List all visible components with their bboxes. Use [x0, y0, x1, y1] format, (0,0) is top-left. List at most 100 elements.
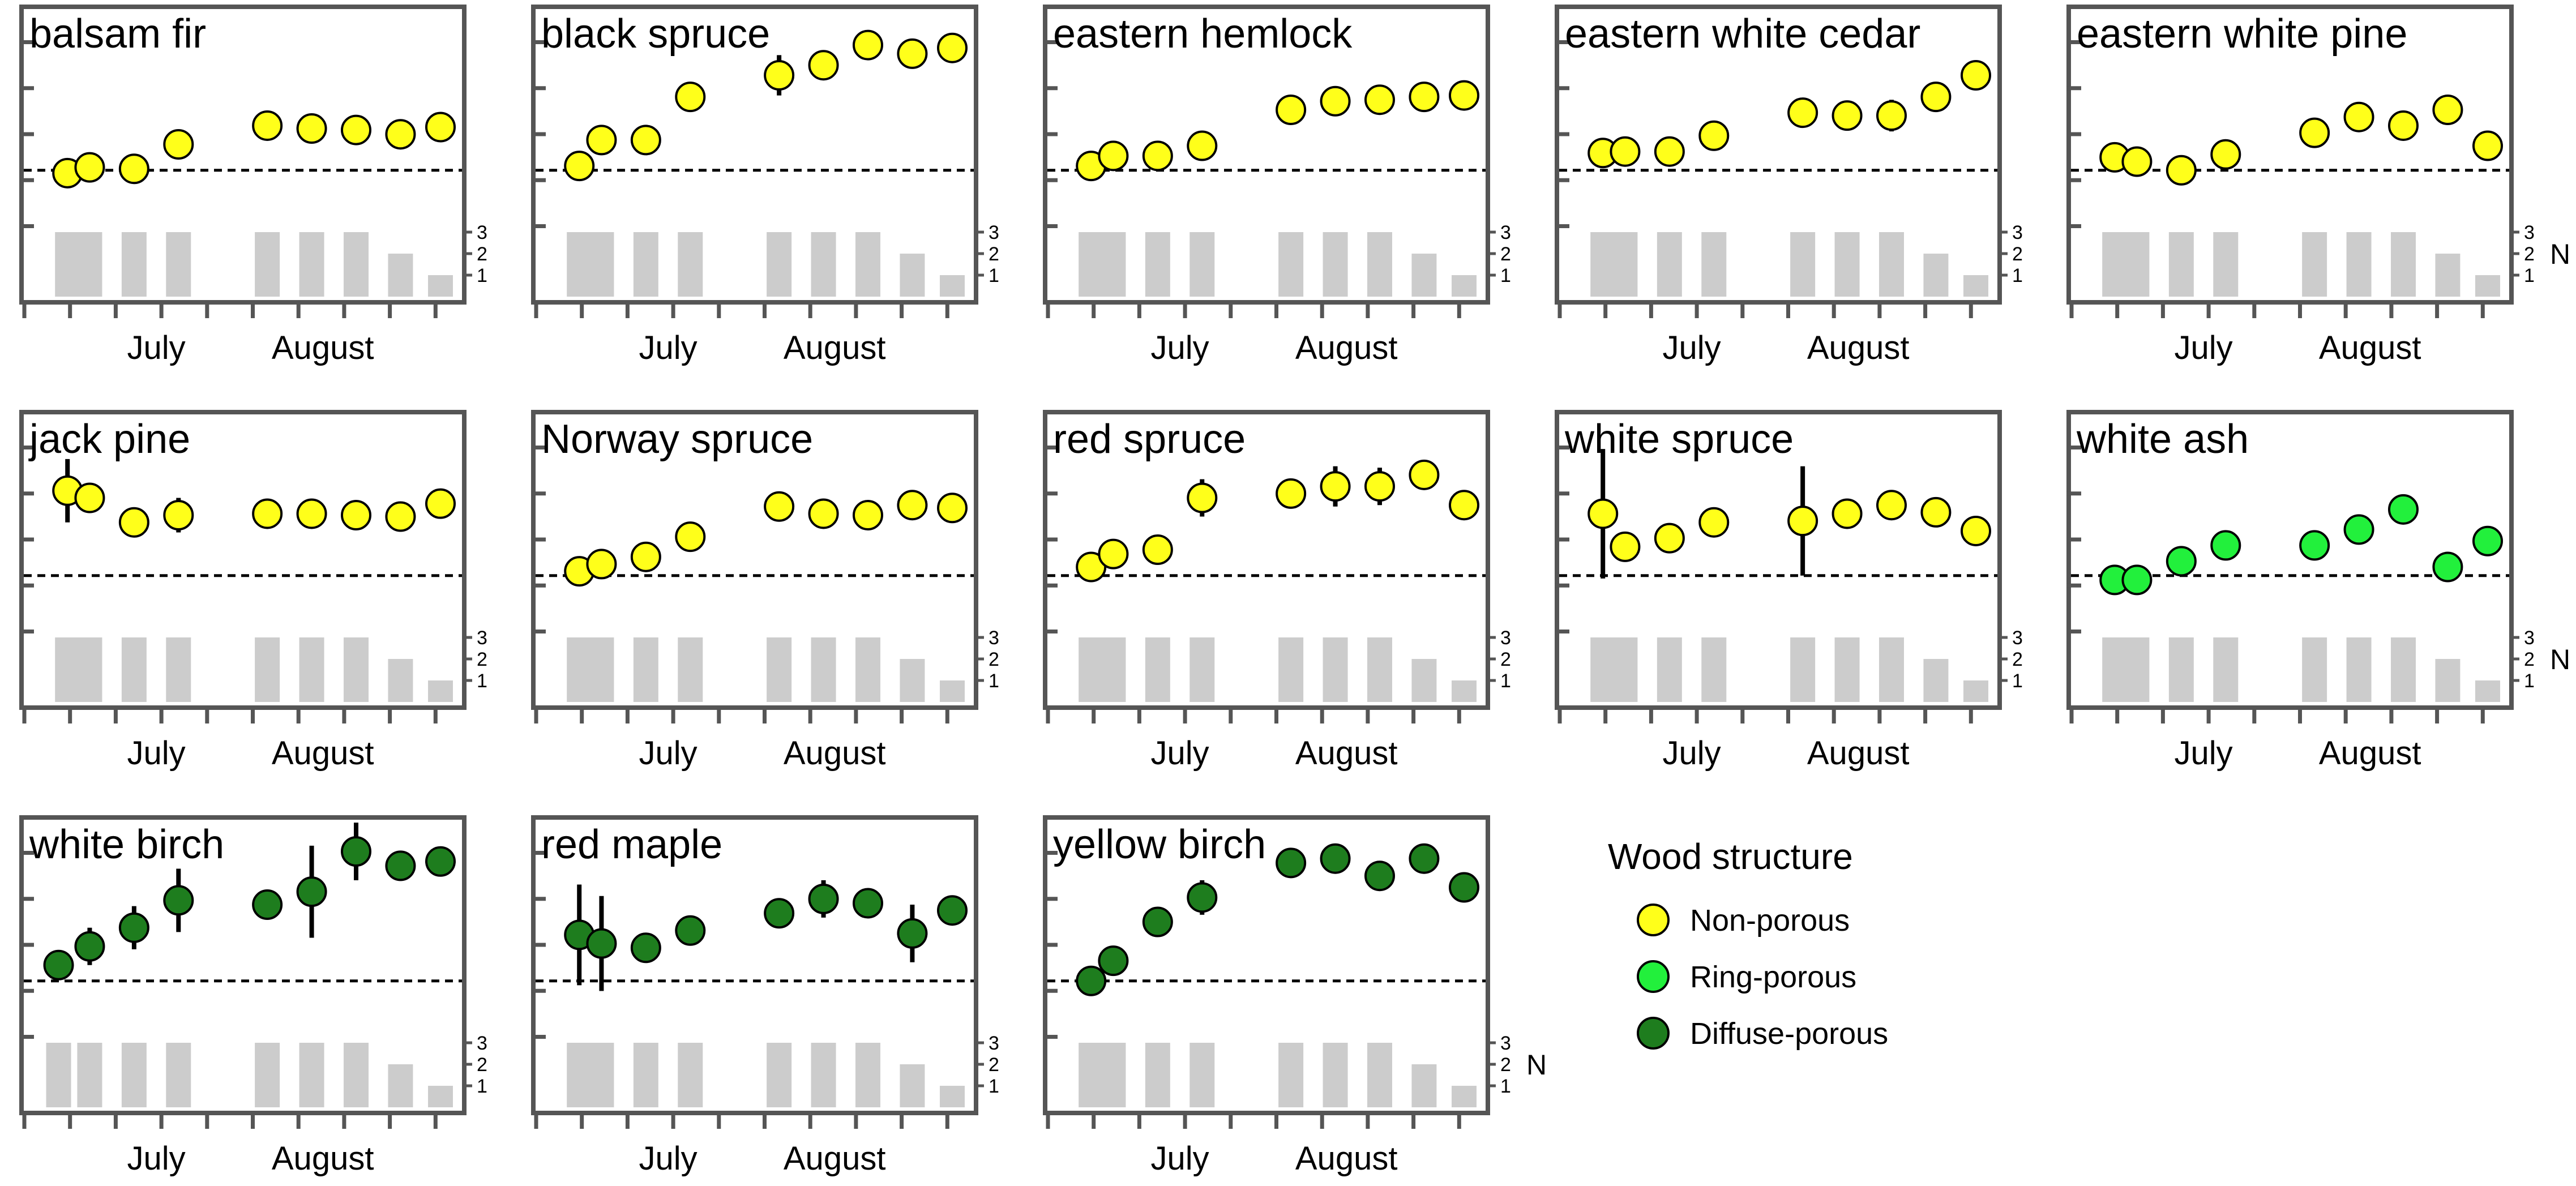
month-label: August [272, 1140, 374, 1177]
data-point [852, 29, 883, 61]
data-point [937, 895, 968, 926]
month-label: July [127, 329, 185, 366]
data-point [675, 82, 706, 113]
n-bar [1367, 1043, 1392, 1107]
n-tick-label: 3 [477, 627, 487, 649]
data-point [1961, 515, 1991, 546]
data-point [74, 152, 105, 183]
data-point [252, 110, 283, 141]
n-bar [255, 1043, 280, 1107]
data-point [808, 883, 839, 914]
data-point [2210, 139, 2241, 170]
month-label: August [1295, 735, 1398, 772]
data-point [1276, 847, 1307, 879]
n-tick-label: 2 [2012, 243, 2023, 265]
data-point [1364, 860, 1395, 892]
n-bar [589, 232, 614, 297]
data-point [764, 491, 795, 522]
n-bar [1079, 1043, 1104, 1107]
n-bar [1278, 232, 1304, 297]
data-point [2432, 95, 2463, 125]
data-point [897, 918, 928, 949]
data-point [74, 931, 105, 962]
n-bar [2102, 637, 2128, 702]
month-label: August [272, 329, 374, 366]
n-tick-label: 1 [477, 265, 487, 286]
data-point [1276, 478, 1307, 509]
n-bar [1323, 1043, 1348, 1107]
panel-title: white spruce [1564, 417, 1794, 462]
n-bar [2390, 232, 2416, 297]
panel-title: Norway spruce [541, 417, 813, 462]
n-tick-label: 1 [2524, 670, 2535, 692]
data-point [2387, 110, 2419, 141]
data-point [74, 482, 105, 513]
month-label: August [784, 1140, 886, 1177]
data-point [2121, 564, 2153, 596]
n-bar [77, 232, 102, 297]
month-label: August [2319, 329, 2421, 366]
n-bar [1452, 1086, 1477, 1107]
n-bar [2390, 637, 2416, 702]
data-point [2121, 146, 2153, 177]
data-point [425, 488, 456, 519]
data-point [1449, 872, 1479, 903]
n-bar [1101, 232, 1126, 297]
n-bar [900, 1064, 925, 1107]
n-bar [1834, 637, 1860, 702]
n-bar [1701, 637, 1727, 702]
n-bar [343, 1043, 369, 1107]
n-bar [767, 1043, 792, 1107]
n-bar [1101, 1043, 1126, 1107]
panel-jack-pine: 321 July August jack pine [19, 410, 487, 772]
data-point [1320, 85, 1351, 117]
n-axis-label: N [2550, 644, 2570, 675]
n-tick-label: 2 [2012, 649, 2023, 670]
n-bar [633, 1043, 658, 1107]
data-point [385, 501, 416, 532]
data-point [118, 153, 149, 185]
data-point [1449, 80, 1479, 111]
n-tick-label: 2 [477, 1054, 487, 1076]
n-tick-label: 3 [989, 1033, 999, 1054]
n-bar [1834, 232, 1860, 297]
legend-swatch [1637, 1017, 1670, 1050]
month-label: July [1150, 1140, 1209, 1177]
n-bar [1145, 1043, 1170, 1107]
n-bar [2302, 232, 2327, 297]
data-point [296, 876, 327, 907]
n-bar [1878, 232, 1904, 297]
data-point [1098, 945, 1129, 977]
n-bar [299, 232, 324, 297]
n-bar [811, 637, 836, 702]
panel-title: eastern hemlock [1053, 11, 1353, 57]
legend-label: Ring-porous [1690, 960, 1856, 994]
panel-title: jack pine [28, 417, 190, 462]
panel-title: eastern white pine [2077, 11, 2407, 57]
n-bar [1701, 232, 1727, 297]
data-point [1787, 97, 1818, 129]
n-bar [1590, 232, 1616, 297]
panel-norway-spruce: 321 July August Norway spruce [531, 410, 999, 772]
data-point [340, 500, 371, 530]
panel-eastern-white-cedar: 321 July August eastern white cedar [1555, 5, 2023, 366]
n-axis-label: N [1526, 1049, 1547, 1081]
data-point [1654, 136, 1685, 167]
data-point [1364, 84, 1395, 115]
n-bar [2213, 232, 2239, 297]
panel-title: black spruce [541, 11, 770, 57]
data-point [340, 836, 371, 867]
data-point [2210, 530, 2241, 561]
legend-label: Non-porous [1690, 904, 1850, 937]
n-tick-label: 1 [989, 265, 999, 286]
month-label: August [272, 735, 374, 772]
data-point [764, 898, 795, 929]
n-bar [1411, 254, 1437, 297]
panel-title: white birch [29, 822, 224, 867]
month-label: July [639, 1140, 697, 1177]
data-point [1610, 136, 1641, 167]
data-point [1098, 538, 1129, 570]
month-label: July [2174, 329, 2232, 366]
